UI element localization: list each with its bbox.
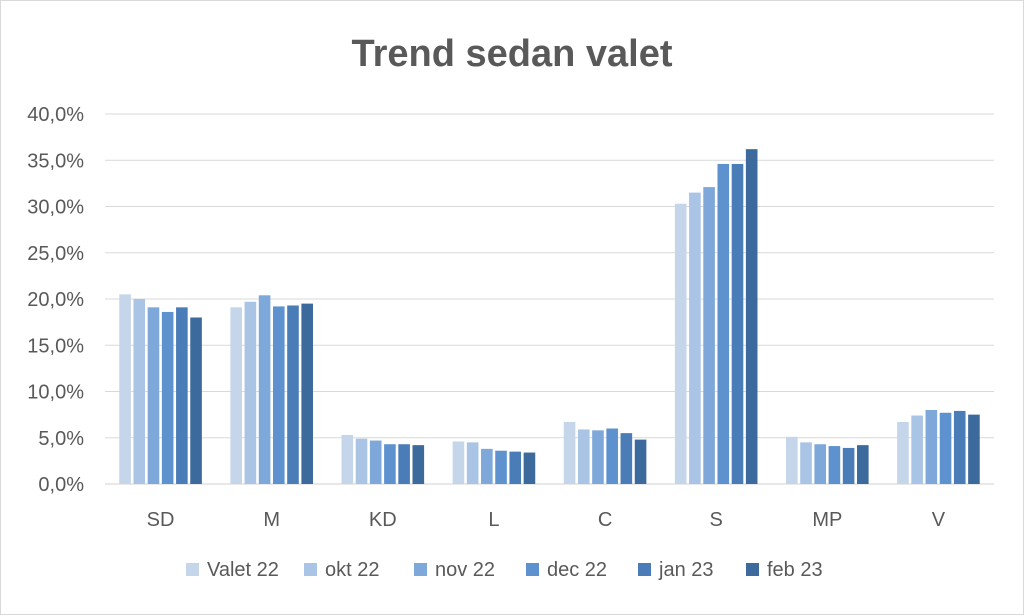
bar-sd-4 xyxy=(176,307,188,484)
bar-m-3 xyxy=(272,306,285,484)
bars xyxy=(119,149,980,484)
bar-l-4 xyxy=(509,451,522,484)
legend-swatch xyxy=(746,563,759,576)
legend-label: okt 22 xyxy=(325,559,379,581)
bar-m-1 xyxy=(244,301,257,484)
bar-sd-5 xyxy=(190,317,202,484)
x-tick-label: M xyxy=(263,509,280,531)
y-tick-label: 20,0% xyxy=(27,289,84,311)
bar-v-1 xyxy=(911,415,923,484)
bar-mp-3 xyxy=(828,446,841,484)
y-tick-label: 0,0% xyxy=(38,474,84,496)
bar-kd-2 xyxy=(369,440,382,484)
bar-s-4 xyxy=(731,163,744,484)
bar-mp-2 xyxy=(814,444,827,484)
bar-m-4 xyxy=(287,305,299,484)
legend-label: Valet 22 xyxy=(207,559,279,581)
bar-sd-1 xyxy=(133,299,146,484)
legend-item: okt 22 xyxy=(304,559,379,581)
y-tick-label: 5,0% xyxy=(38,428,84,450)
bar-kd-5 xyxy=(412,445,425,484)
legend-item: jan 23 xyxy=(638,559,714,581)
bar-m-0 xyxy=(230,307,242,484)
legend-label: dec 22 xyxy=(547,559,607,581)
legend-swatch xyxy=(526,563,539,576)
bar-mp-5 xyxy=(857,445,869,484)
bar-sd-2 xyxy=(147,307,160,484)
x-tick-label: SD xyxy=(147,509,175,531)
legend-label: nov 22 xyxy=(435,559,495,581)
bar-l-5 xyxy=(523,452,536,484)
legend: Valet 22 okt 22 nov 22 dec 22 jan 23 feb 23 xyxy=(186,559,823,581)
bar-c-1 xyxy=(577,429,590,484)
bar-m-5 xyxy=(301,303,313,484)
legend-label: jan 23 xyxy=(658,559,714,581)
bar-kd-0 xyxy=(341,434,354,484)
x-tick-label: L xyxy=(488,509,499,531)
legend-item: dec 22 xyxy=(526,559,607,581)
bar-c-5 xyxy=(634,439,647,484)
y-tick-label: 35,0% xyxy=(27,150,84,172)
bar-c-0 xyxy=(563,422,576,484)
legend-item: Valet 22 xyxy=(186,559,279,581)
chart-title: Trend sedan valet xyxy=(351,33,672,75)
bar-kd-3 xyxy=(384,444,396,484)
x-tick-label: KD xyxy=(369,509,397,531)
bar-s-1 xyxy=(689,192,701,484)
bar-c-4 xyxy=(620,433,633,484)
bar-v-2 xyxy=(925,410,938,484)
legend-swatch xyxy=(304,563,317,576)
bar-s-2 xyxy=(703,187,715,484)
x-axis-tick-labels: SD M KD L C S MP V xyxy=(147,509,946,531)
bar-kd-1 xyxy=(355,438,368,484)
legend-label: feb 23 xyxy=(767,559,823,581)
bar-c-3 xyxy=(606,428,618,484)
y-tick-label: 15,0% xyxy=(27,335,84,357)
bar-mp-4 xyxy=(842,447,855,484)
legend-swatch xyxy=(638,563,651,576)
bar-c-2 xyxy=(592,430,604,484)
bar-v-0 xyxy=(897,422,909,484)
bar-kd-4 xyxy=(398,444,410,484)
bar-sd-3 xyxy=(161,311,174,484)
legend-swatch xyxy=(414,563,427,576)
bar-m-2 xyxy=(258,295,271,484)
legend-item: nov 22 xyxy=(414,559,495,581)
bar-v-4 xyxy=(953,410,966,484)
bar-l-2 xyxy=(481,448,493,484)
bar-sd-0 xyxy=(119,294,131,484)
y-tick-label: 40,0% xyxy=(27,104,84,126)
legend-item: feb 23 xyxy=(746,559,823,581)
bar-s-0 xyxy=(674,203,687,484)
bar-v-3 xyxy=(939,412,952,484)
y-axis-tick-labels: 0,0% 5,0% 10,0% 15,0% 20,0% 25,0% 30,0% 35,0% 40… xyxy=(27,104,84,496)
bar-s-3 xyxy=(717,163,730,484)
x-tick-label: C xyxy=(598,509,612,531)
x-tick-label: MP xyxy=(812,509,842,531)
bar-mp-1 xyxy=(800,442,812,484)
bar-l-1 xyxy=(466,442,479,484)
y-tick-label: 25,0% xyxy=(27,243,84,265)
y-tick-label: 30,0% xyxy=(27,197,84,219)
bar-l-3 xyxy=(495,450,507,484)
bar-s-5 xyxy=(745,149,758,484)
legend-swatch xyxy=(186,563,199,576)
bar-l-0 xyxy=(452,441,465,484)
bar-v-5 xyxy=(968,414,980,484)
x-tick-label: V xyxy=(932,509,946,531)
bar-mp-0 xyxy=(786,436,798,484)
x-tick-label: S xyxy=(710,509,723,531)
y-tick-label: 10,0% xyxy=(27,382,84,404)
